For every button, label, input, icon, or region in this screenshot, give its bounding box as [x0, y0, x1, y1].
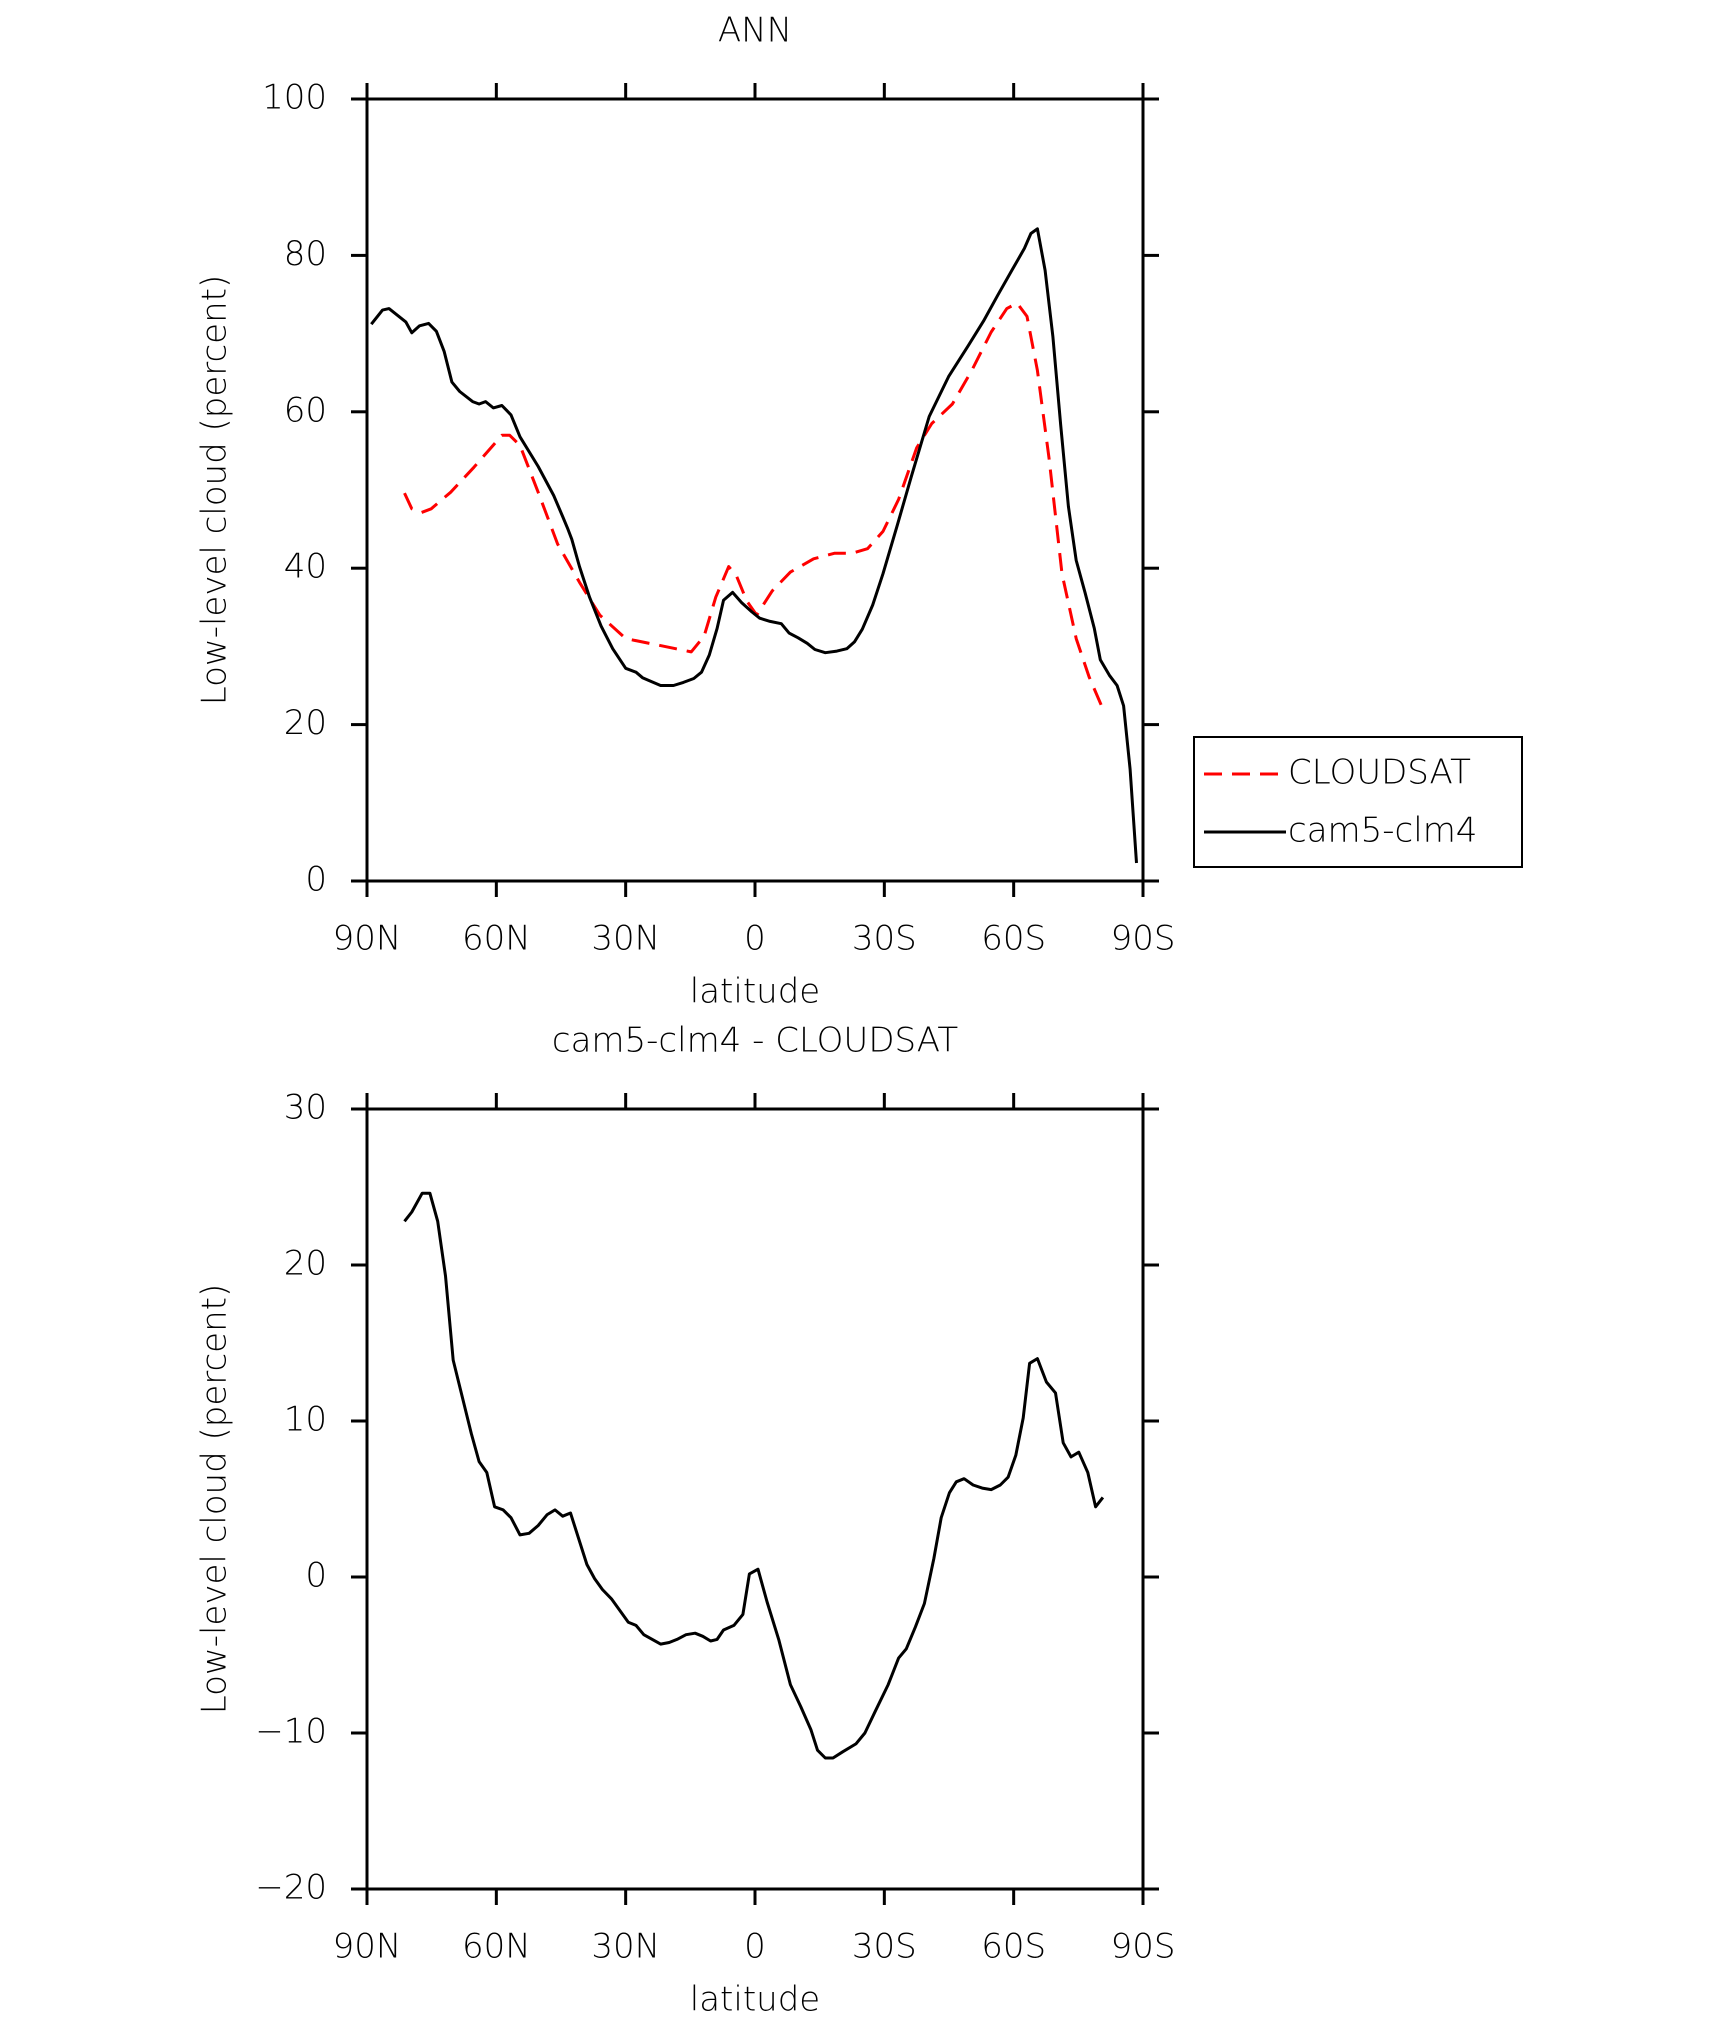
y-tick-label: −10: [255, 1712, 327, 1752]
y-tick-label: 100: [262, 78, 327, 118]
x-tick-label: 30N: [591, 1927, 660, 1967]
x-tick-label: 30S: [852, 1927, 917, 1967]
legend-label: CLOUDSAT: [1288, 753, 1471, 793]
chart-title: cam5-clm4 - CLOUDSAT: [552, 1021, 958, 1061]
y-tick-label: 80: [284, 234, 327, 274]
plot: cam5-clm4 - CLOUDSAT 90N 60N 30N 0 30S 60S 90S −…: [195, 1021, 1176, 2020]
y-tick-label: 0: [305, 860, 327, 900]
plot-frame: [365, 1107, 1145, 1891]
y-tick-label: 30: [284, 1088, 327, 1128]
y-axis-label: Low-level cloud (percent): [195, 1284, 235, 1715]
x-tick-label: 30S: [852, 919, 917, 959]
y-tick-label: 40: [284, 547, 327, 587]
x-tick-label: 30N: [591, 919, 660, 959]
x-tick-label: 0: [744, 919, 766, 959]
x-tick-label: 90N: [333, 919, 402, 959]
y-tick-label: 0: [305, 1556, 327, 1596]
x-tick-label: 90S: [1111, 1927, 1176, 1967]
legend-label: cam5-clm4: [1288, 811, 1477, 851]
y-tick-label: 20: [284, 703, 327, 743]
x-axis-label: latitude: [690, 1980, 820, 2020]
x-tick-label: 60N: [462, 1927, 531, 1967]
x-tick-label: 60S: [981, 919, 1046, 959]
plot: ANN 90N 60N 30N 0 30S 60S 90S 0 20 40 60 80 100 latitu…: [195, 11, 1523, 1012]
chart-title: ANN: [718, 11, 792, 51]
x-tick-label: 90S: [1111, 919, 1176, 959]
y-tick-label: 60: [284, 390, 327, 430]
x-axis-label: latitude: [690, 972, 820, 1012]
x-tick-label: 90N: [333, 1927, 402, 1967]
plot-frame: [365, 97, 1145, 883]
x-tick-label: 0: [744, 1927, 766, 1967]
y-tick-label: 20: [284, 1244, 327, 1284]
data-line: [403, 1191, 1105, 1760]
y-tick-label: −20: [255, 1868, 327, 1908]
y-tick-label: 10: [284, 1400, 327, 1440]
x-tick-label: 60S: [981, 1927, 1046, 1967]
legend-box: [1193, 736, 1523, 868]
y-axis-label: Low-level cloud (percent): [195, 275, 235, 706]
data-line: [370, 227, 1138, 864]
x-tick-label: 60N: [462, 919, 531, 959]
data-line: [403, 301, 1105, 710]
